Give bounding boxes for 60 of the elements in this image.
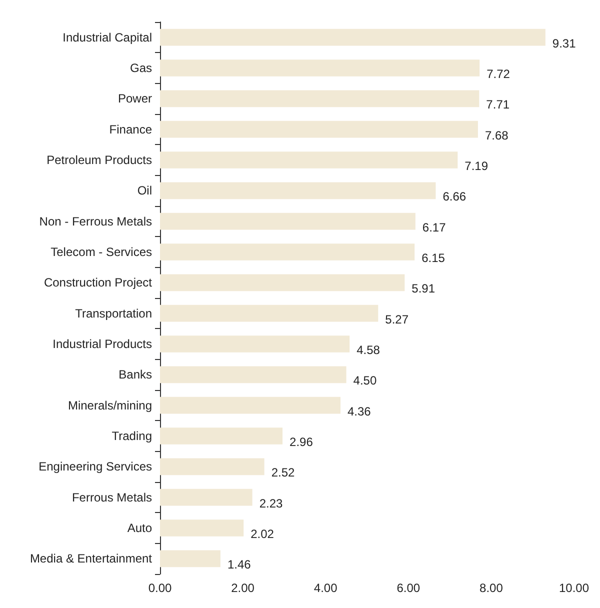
- data-label: 6.66: [442, 190, 466, 204]
- y-tick-label: Industrial Products: [52, 337, 152, 351]
- bar: [160, 120, 478, 138]
- bar: [160, 488, 252, 506]
- data-label: 2.23: [259, 496, 283, 510]
- data-label: 7.68: [484, 128, 509, 142]
- bar: [160, 396, 340, 414]
- bar: [160, 28, 546, 46]
- y-tick-label: Gas: [130, 61, 152, 75]
- data-label: 4.50: [353, 374, 377, 388]
- bar: [160, 428, 283, 444]
- bar: [160, 182, 436, 200]
- y-tick-label: Petroleum Products: [46, 153, 152, 167]
- data-label: 7.19: [464, 159, 488, 173]
- bar: [160, 366, 346, 384]
- y-tick-label: Engineering Services: [38, 460, 152, 474]
- y-tick-label: Telecom - Services: [50, 245, 152, 259]
- y-tick-label: Industrial Capital: [62, 30, 152, 44]
- bar: [160, 520, 244, 536]
- bar: [160, 458, 264, 476]
- data-label: 2.52: [271, 466, 296, 480]
- data-label: 2.02: [250, 527, 274, 541]
- bar: [160, 274, 405, 292]
- y-tick-label: Non - Ferrous Metals: [39, 214, 152, 228]
- data-label: 1.46: [227, 558, 252, 572]
- x-tick-label: 0.00: [148, 581, 172, 595]
- bar: [160, 152, 458, 168]
- data-label: 9.31: [552, 36, 576, 50]
- data-label: 6.17: [422, 220, 446, 234]
- data-label: 6.15: [422, 251, 446, 265]
- y-tick-label: Minerals/mining: [68, 398, 152, 412]
- y-tick-label: Construction Project: [44, 276, 153, 290]
- y-tick-label: Trading: [112, 429, 152, 443]
- bar: [160, 244, 415, 260]
- bar: [160, 550, 220, 568]
- data-label: 4.58: [356, 343, 380, 357]
- y-tick-label: Media & Entertainment: [30, 552, 153, 566]
- y-tick-label: Finance: [109, 122, 152, 136]
- x-tick-label: 4.00: [314, 581, 338, 595]
- data-label: 7.71: [486, 98, 510, 112]
- data-label: 2.96: [290, 435, 314, 449]
- data-label: 4.36: [348, 404, 372, 418]
- x-tick-label: 2.00: [231, 581, 255, 595]
- y-tick-label: Banks: [118, 368, 152, 382]
- y-tick-label: Oil: [137, 184, 152, 198]
- data-label: 7.72: [486, 67, 510, 81]
- bar: [160, 90, 480, 108]
- x-tick-label: 10.00: [558, 581, 590, 595]
- y-tick-label: Power: [118, 92, 152, 106]
- y-tick-label: Ferrous Metals: [72, 490, 152, 504]
- y-tick-label: Auto: [127, 521, 152, 535]
- y-tick-label: Transportation: [75, 306, 152, 320]
- bar: [160, 336, 350, 352]
- x-tick-label: 6.00: [396, 581, 420, 595]
- bar: [160, 212, 416, 230]
- data-label: 5.27: [385, 312, 409, 326]
- bar: [160, 304, 378, 322]
- x-tick-label: 8.00: [480, 581, 504, 595]
- bar: [160, 60, 480, 76]
- data-label: 5.91: [412, 282, 436, 296]
